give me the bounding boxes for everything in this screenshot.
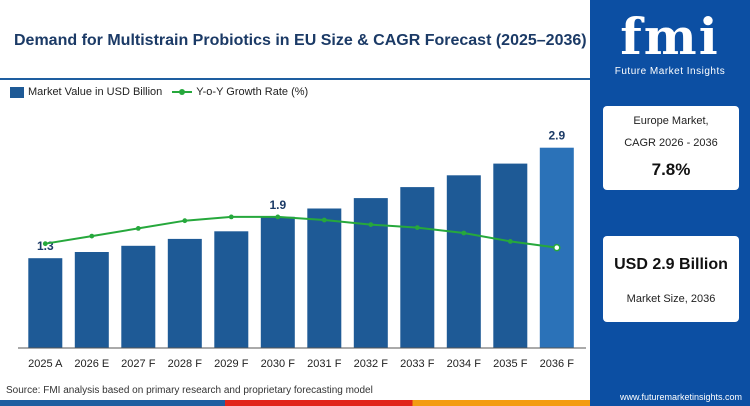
legend-bar-swatch bbox=[10, 86, 24, 98]
x-tick-label: 2036 F bbox=[540, 358, 575, 370]
bar-2028-f bbox=[167, 238, 202, 348]
growth-rate-line bbox=[45, 215, 557, 249]
logo-mark: fmi bbox=[620, 7, 720, 66]
x-tick-label: 2031 F bbox=[307, 358, 342, 370]
legend-line-swatch bbox=[172, 89, 193, 95]
logo-text: Future Market Insights bbox=[614, 66, 726, 77]
bar-2031-f bbox=[307, 208, 342, 348]
x-tick-label: 2030 F bbox=[261, 358, 296, 370]
bar-2026-e bbox=[74, 252, 109, 348]
source-note: Source: FMI analysis based on primary re… bbox=[6, 385, 373, 396]
bar-2025-a bbox=[28, 258, 63, 348]
title-divider bbox=[0, 78, 590, 80]
cagr-label-line2: CAGR 2026 - 2036 bbox=[624, 137, 718, 149]
market-size-label: Market Size, 2036 bbox=[626, 293, 716, 305]
growth-rate-point bbox=[135, 226, 141, 231]
x-tick-label: 2029 F bbox=[214, 358, 249, 370]
legend-bar-label: Market Value in USD Billion bbox=[28, 86, 163, 98]
growth-rate-point bbox=[507, 239, 513, 244]
growth-rate-point bbox=[461, 230, 467, 236]
x-tick-label: 2027 F bbox=[121, 358, 156, 370]
growth-rate-point bbox=[553, 243, 561, 252]
x-tick-label: 2025 A bbox=[28, 358, 63, 370]
x-tick-label: 2035 F bbox=[493, 358, 528, 370]
x-tick-label: 2026 E bbox=[74, 358, 109, 370]
bar-2027-f bbox=[121, 245, 156, 348]
bar-2035-f bbox=[493, 163, 528, 348]
bottom-color-stripe bbox=[0, 400, 750, 406]
x-tick-label: 2033 F bbox=[400, 358, 435, 370]
growth-rate-point bbox=[275, 214, 281, 220]
chart-title: Demand for Multistrain Probiotics in EU … bbox=[14, 32, 587, 49]
bar-2034-f bbox=[446, 175, 481, 348]
growth-rate-point bbox=[368, 222, 374, 227]
x-tick-label: 2034 F bbox=[447, 358, 482, 370]
x-tick-label: 2032 F bbox=[354, 358, 389, 370]
bar-data-label: 1.9 bbox=[269, 198, 286, 212]
x-tick-label: 2028 F bbox=[168, 358, 203, 370]
bar-2032-f bbox=[353, 198, 388, 348]
bar-data-label: 2.9 bbox=[548, 129, 565, 143]
side-panel: fmi Future Market Insights Europe Market… bbox=[590, 0, 750, 406]
growth-rate-point bbox=[414, 225, 420, 230]
cagr-value: 7.8% bbox=[651, 160, 691, 179]
market-size-card: USD 2.9 Billion Market Size, 2036 bbox=[603, 236, 739, 322]
growth-rate-point bbox=[42, 241, 48, 247]
website-link[interactable]: www.futuremarketinsights.com bbox=[619, 392, 742, 402]
chart-plot-area: 2025 A 1.3 2026 E 2027 F 2028 F 2029 F 2030 F 1… bbox=[18, 129, 586, 370]
fmi-logo: fmi Future Market Insights bbox=[590, 7, 750, 78]
legend-line-label: Y-o-Y Growth Rate (%) bbox=[196, 86, 309, 98]
cagr-card: Europe Market, CAGR 2026 - 2036 7.8% bbox=[603, 106, 739, 190]
bar-2033-f bbox=[400, 187, 435, 348]
cagr-label-line1: Europe Market, bbox=[633, 115, 709, 127]
bar-2029-f bbox=[214, 231, 249, 348]
growth-rate-point bbox=[89, 233, 95, 239]
bar-2030-f bbox=[260, 216, 295, 348]
bar-data-label: 1.3 bbox=[37, 239, 54, 253]
chart-legend: Market Value in USD Billion Y-o-Y Growth… bbox=[10, 86, 308, 98]
growth-rate-point bbox=[321, 217, 327, 223]
growth-rate-point bbox=[182, 218, 188, 224]
market-size-value: USD 2.9 Billion bbox=[614, 256, 728, 273]
growth-rate-point bbox=[228, 214, 234, 220]
